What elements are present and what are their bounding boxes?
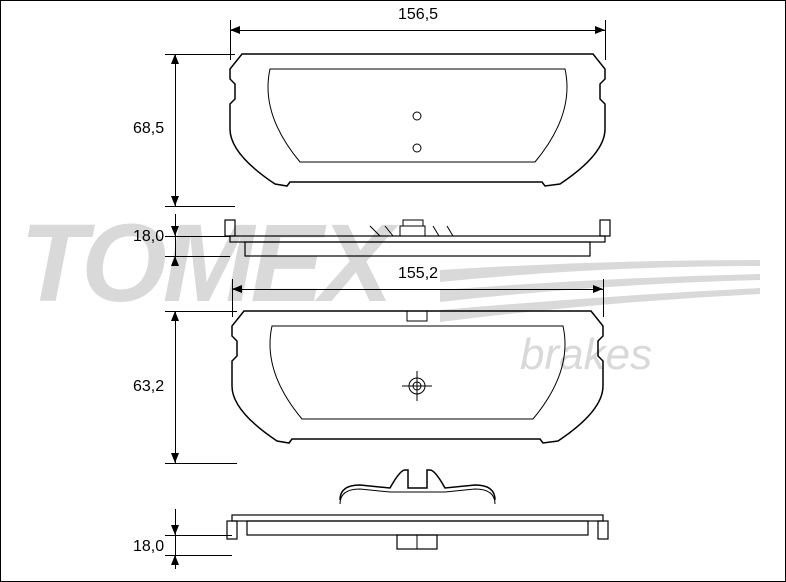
dim-arrow	[171, 311, 179, 321]
brake-pad-1-face	[230, 54, 605, 206]
brake-pad-2-side	[227, 515, 608, 551]
ext-line	[605, 20, 606, 60]
dim-line	[175, 54, 176, 206]
dim-arrow	[171, 196, 179, 206]
ext-line	[165, 463, 237, 464]
dim-pad2-width: 155,2	[398, 265, 438, 283]
ext-line	[165, 555, 232, 556]
brake-pad-clip	[330, 470, 505, 510]
dim-arrow	[232, 285, 242, 293]
dim-pad1-height: 68,5	[133, 120, 164, 138]
dim-arrow	[171, 54, 179, 64]
dim-arrow	[595, 26, 605, 34]
dim-line	[230, 30, 605, 31]
dim-pad1-thickness: 18,0	[133, 228, 164, 246]
ext-line	[165, 54, 235, 55]
ext-line	[165, 206, 235, 207]
dim-line	[175, 311, 176, 463]
dim-line	[232, 289, 603, 290]
dim-arrow	[171, 525, 179, 535]
ext-line	[165, 311, 237, 312]
dim-pad1-width: 156,5	[398, 6, 438, 24]
ext-line	[165, 535, 232, 536]
dim-arrow	[171, 453, 179, 463]
dim-arrow	[171, 256, 179, 266]
brake-pad-2-face	[232, 311, 603, 463]
dim-arrow	[230, 26, 240, 34]
dim-pad2-thickness: 18,0	[133, 538, 164, 556]
ext-line	[165, 256, 230, 257]
dim-pad2-height: 63,2	[133, 378, 164, 396]
dim-arrow	[593, 285, 603, 293]
ext-line	[165, 236, 230, 237]
dim-arrow	[171, 226, 179, 236]
brake-pad-1-side	[225, 220, 610, 256]
ext-line	[603, 279, 604, 317]
dim-arrow	[171, 555, 179, 565]
